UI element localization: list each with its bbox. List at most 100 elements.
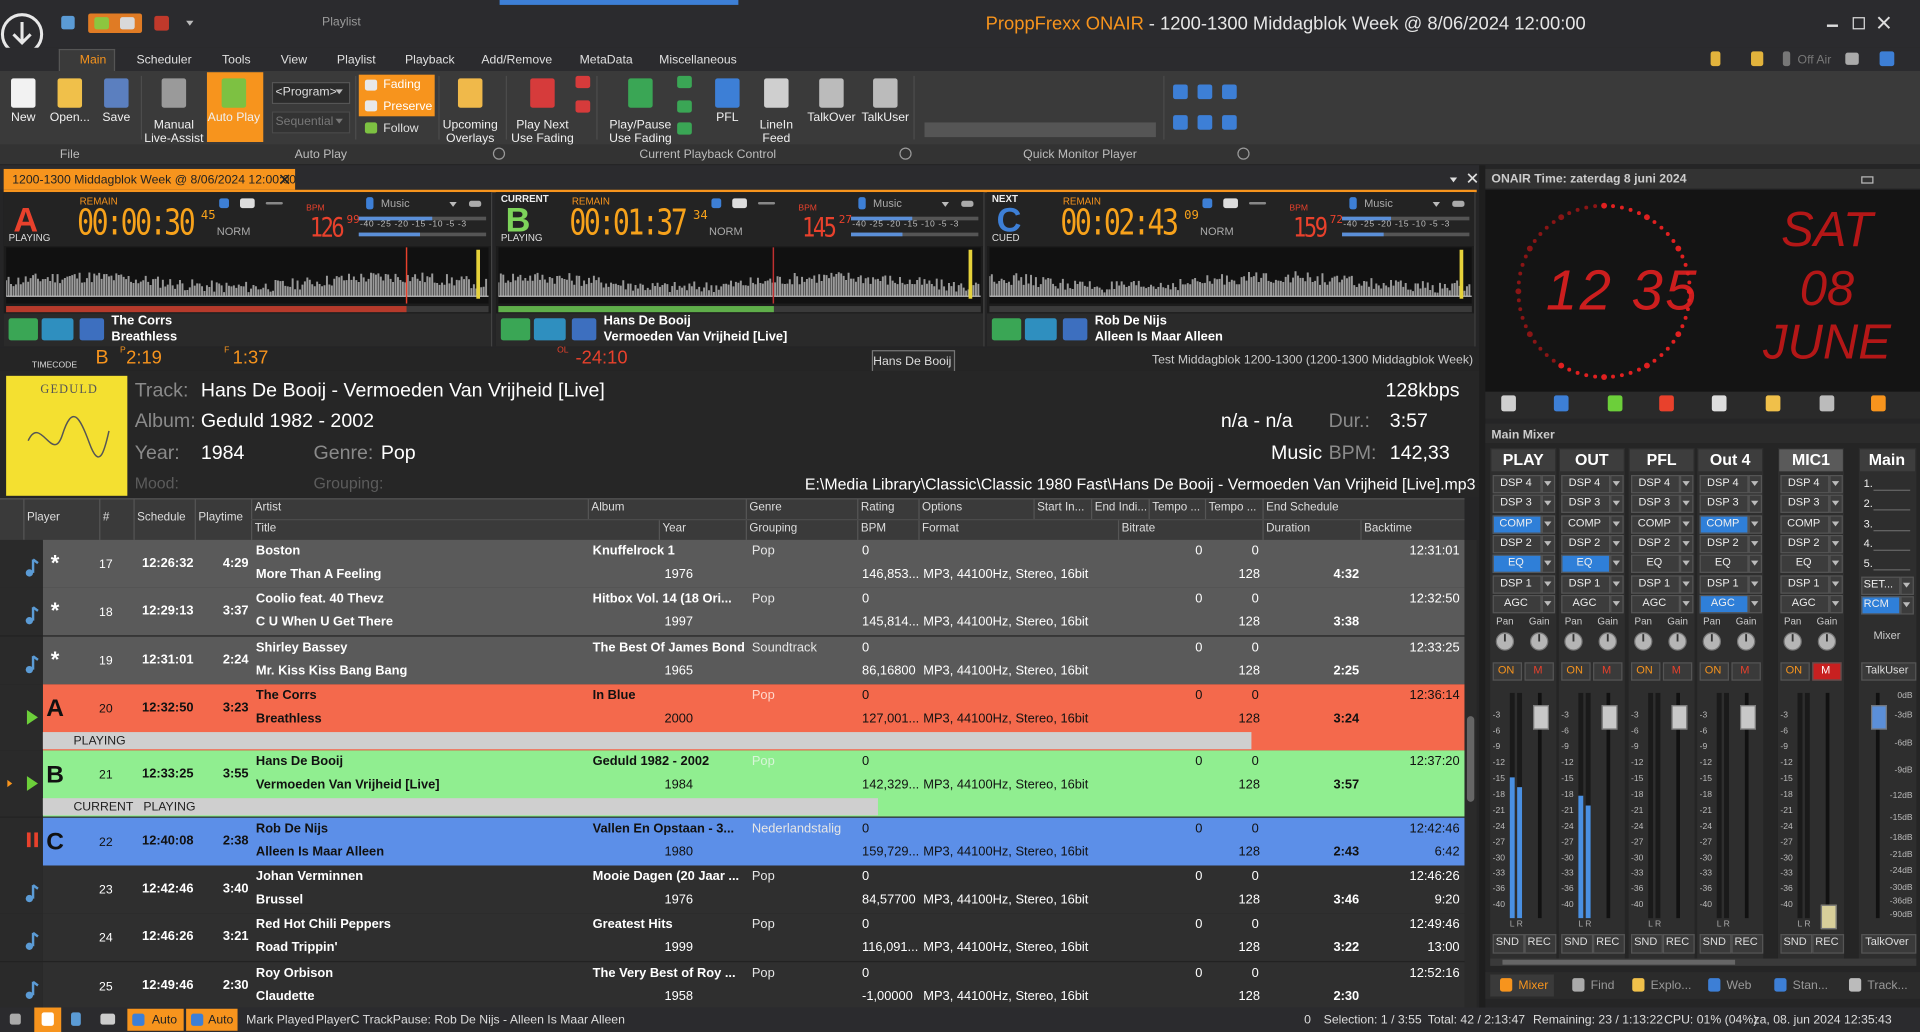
fader-thumb[interactable] xyxy=(1533,705,1549,729)
icon[interactable] xyxy=(1025,318,1057,340)
dsp-button-label[interactable]: DSP 4 xyxy=(1638,476,1670,490)
on-button-label[interactable]: ON xyxy=(1786,664,1803,678)
dsp-button-label[interactable]: EQ xyxy=(1508,556,1524,570)
column-header[interactable]: Backtime xyxy=(1364,521,1412,536)
dsp-button-label[interactable]: COMP xyxy=(1499,516,1532,530)
dsp-button-label[interactable]: DSP 4 xyxy=(1500,476,1532,490)
dsp-button-label[interactable]: DSP 3 xyxy=(1500,496,1532,510)
icon[interactable] xyxy=(715,78,739,107)
snd-button-label[interactable]: SND xyxy=(1703,935,1726,949)
dsp-button-label[interactable]: DSP 3 xyxy=(1788,496,1820,510)
icon[interactable] xyxy=(80,318,104,340)
icon[interactable] xyxy=(1063,318,1087,340)
icon[interactable] xyxy=(534,318,566,340)
icon[interactable] xyxy=(1774,978,1786,991)
snd-button-label[interactable]: SND xyxy=(1496,935,1519,949)
icon[interactable] xyxy=(458,78,482,107)
main-item[interactable]: RCM xyxy=(1864,597,1889,611)
icon[interactable] xyxy=(1766,395,1781,411)
column-header[interactable]: # xyxy=(103,510,109,525)
column-header[interactable]: End Indi... xyxy=(1095,500,1147,515)
icon[interactable] xyxy=(1501,395,1516,411)
dsp-button-label[interactable]: AGC xyxy=(1642,596,1666,610)
mute-button-label[interactable]: M xyxy=(1533,664,1542,678)
dsp-button-label[interactable]: AGC xyxy=(1573,596,1597,610)
dsp-button-label[interactable]: DSP 2 xyxy=(1788,536,1820,550)
icon[interactable] xyxy=(1173,115,1188,130)
preserve-toggle[interactable]: Preserve xyxy=(383,99,432,115)
icon[interactable] xyxy=(1871,395,1886,411)
dsp-button-label[interactable]: AGC xyxy=(1504,596,1528,610)
dsp-button-label[interactable]: EQ xyxy=(1796,556,1812,570)
icon[interactable] xyxy=(1223,198,1238,208)
main-item[interactable]: 1. xyxy=(1864,478,1873,492)
dsp-button-label[interactable]: DSP 1 xyxy=(1500,576,1532,590)
column-header[interactable]: Duration xyxy=(1266,521,1310,536)
ribbon-button-label[interactable]: Upcoming Overlays xyxy=(443,118,498,145)
icon[interactable] xyxy=(1845,53,1858,65)
fader-thumb[interactable] xyxy=(1821,905,1837,929)
column-header[interactable]: Schedule xyxy=(137,510,186,525)
fader-thumb[interactable] xyxy=(1602,705,1618,729)
ribbon-button-label[interactable]: New xyxy=(11,111,36,124)
icon[interactable] xyxy=(501,318,530,340)
icon[interactable] xyxy=(819,78,843,107)
icon[interactable] xyxy=(154,16,169,31)
icon[interactable] xyxy=(628,78,652,107)
icon[interactable] xyxy=(1198,84,1213,99)
dsp-button-label[interactable]: COMP xyxy=(1638,516,1671,530)
fader-thumb[interactable] xyxy=(1671,705,1687,729)
icon[interactable] xyxy=(42,1012,54,1025)
icon[interactable] xyxy=(1198,115,1213,130)
dsp-button-label[interactable]: DSP 1 xyxy=(1788,576,1820,590)
menu-tab[interactable]: Main xyxy=(80,52,107,68)
column-header[interactable]: Playtime xyxy=(198,510,243,525)
icon[interactable] xyxy=(1572,978,1584,991)
icon[interactable] xyxy=(9,318,38,340)
icon[interactable] xyxy=(764,78,788,107)
snd-button-label[interactable]: SND xyxy=(1634,935,1657,949)
dsp-button-label[interactable]: DSP 3 xyxy=(1638,496,1670,510)
icon[interactable] xyxy=(100,1014,115,1025)
rec-button-label[interactable]: REC xyxy=(1596,935,1619,949)
dsp-button-label[interactable]: DSP 4 xyxy=(1707,476,1739,490)
icon[interactable] xyxy=(71,1012,81,1025)
maximize-button[interactable] xyxy=(1853,17,1865,29)
bottom-tab[interactable]: Stan... xyxy=(1793,978,1828,994)
main-item[interactable]: 2. xyxy=(1864,498,1873,512)
dsp-button-label[interactable]: DSP 2 xyxy=(1707,536,1739,550)
icon[interactable] xyxy=(1708,978,1720,991)
ribbon-button-label[interactable]: Open... xyxy=(50,111,90,124)
icon[interactable] xyxy=(1849,978,1861,991)
icon[interactable] xyxy=(61,16,74,29)
main-item[interactable]: 5. xyxy=(1864,557,1873,571)
snd-button-label[interactable]: SND xyxy=(1783,935,1806,949)
icon[interactable] xyxy=(58,78,82,107)
icon[interactable] xyxy=(1820,395,1835,411)
dsp-button-label[interactable]: EQ xyxy=(1715,556,1731,570)
icon[interactable] xyxy=(1783,51,1790,66)
icon[interactable] xyxy=(469,201,481,207)
follow-toggle[interactable]: Follow xyxy=(383,121,418,137)
main-item[interactable]: 3. xyxy=(1864,518,1873,532)
dsp-button-label[interactable]: DSP 1 xyxy=(1638,576,1670,590)
icon[interactable] xyxy=(10,1014,21,1025)
icon[interactable] xyxy=(222,78,246,107)
column-header[interactable]: Bitrate xyxy=(1122,521,1156,536)
ribbon-button-label[interactable]: TalkOver xyxy=(807,111,855,124)
column-header[interactable]: Tempo ... xyxy=(1209,500,1257,515)
icon[interactable] xyxy=(365,80,377,91)
icon[interactable] xyxy=(961,201,973,207)
icon[interactable] xyxy=(191,1014,203,1026)
icon[interactable] xyxy=(1349,197,1356,209)
icon[interactable] xyxy=(1249,202,1266,204)
dsp-button-label[interactable]: COMP xyxy=(1706,516,1739,530)
icon[interactable] xyxy=(1751,51,1763,66)
icon[interactable] xyxy=(162,78,186,107)
icon[interactable] xyxy=(530,78,554,107)
ribbon-button-label[interactable]: Manual Live-Assist xyxy=(144,118,203,145)
icon[interactable] xyxy=(572,318,596,340)
talkover-label[interactable]: TalkOver xyxy=(1865,935,1908,949)
on-button-label[interactable]: ON xyxy=(1566,664,1583,678)
bottom-tab[interactable]: Mixer xyxy=(1518,978,1548,994)
